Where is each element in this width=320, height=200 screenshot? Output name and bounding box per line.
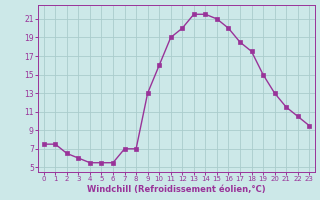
- X-axis label: Windchill (Refroidissement éolien,°C): Windchill (Refroidissement éolien,°C): [87, 185, 266, 194]
